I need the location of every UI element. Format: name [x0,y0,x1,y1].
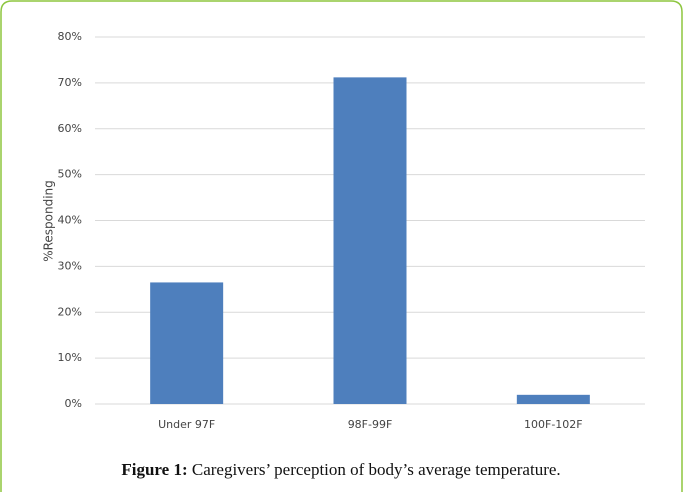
y-tick-label: 40% [58,214,82,227]
y-tick-label: 70% [58,76,82,89]
caption: Figure 1: Caregivers’ perception of body… [121,460,560,479]
x-tick-label: 100F-102F [524,418,583,431]
y-tick-label: 20% [58,305,82,318]
y-axis-label: %Responding [42,180,56,262]
bar [150,282,224,404]
y-tick-label: 50% [58,168,82,181]
x-tick-label: Under 97F [158,418,215,431]
y-tick-label: 60% [58,122,82,135]
caption-text: Caregivers’ perception of body’s average… [192,460,561,479]
y-tick-label: 0% [65,397,82,410]
bar [516,394,590,404]
caption-label: Figure 1: [121,460,187,479]
x-tick-label: 98F-99F [348,418,393,431]
y-tick-label: 10% [58,351,82,364]
y-tick-label: 30% [58,259,82,272]
bar [333,77,407,405]
y-tick-label: 80% [58,30,82,43]
